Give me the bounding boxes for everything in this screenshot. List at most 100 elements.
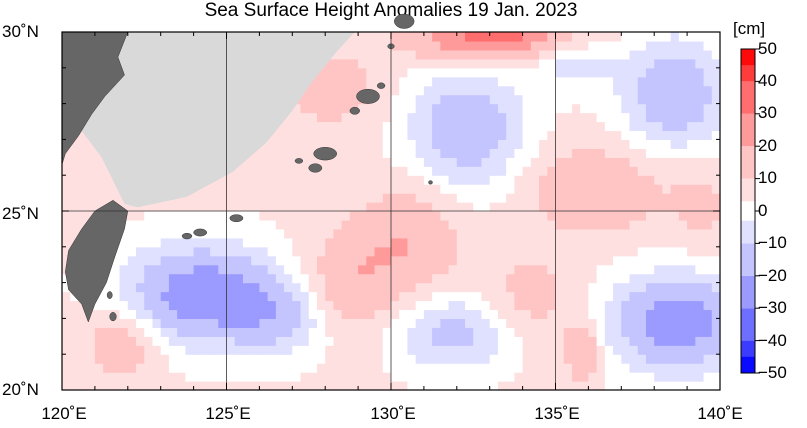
anomaly-cell <box>555 264 565 275</box>
anomaly-cell <box>621 157 631 167</box>
anomaly-cell <box>448 264 458 275</box>
anomaly-cell <box>366 273 376 284</box>
anomaly-cell <box>78 318 88 328</box>
lat-label-25: 25˚N <box>2 204 39 223</box>
anomaly-cell <box>711 32 721 42</box>
anomaly-cell <box>580 76 589 87</box>
anomaly-cell <box>358 336 367 346</box>
anomaly-cell <box>284 166 293 176</box>
anomaly-cell <box>456 184 466 194</box>
anomaly-cell <box>284 309 293 319</box>
anomaly-cell <box>325 166 335 176</box>
anomaly-cell <box>571 32 581 42</box>
anomaly-cell <box>399 76 409 87</box>
anomaly-cell <box>160 219 170 230</box>
anomaly-cell <box>489 166 499 176</box>
anomaly-cell <box>300 363 310 373</box>
anomaly-cell <box>374 202 384 212</box>
anomaly-cell <box>654 58 664 69</box>
anomaly-cell <box>711 193 721 203</box>
anomaly-cell <box>539 273 548 284</box>
anomaly-cell <box>144 228 154 239</box>
anomaly-cell <box>193 219 203 230</box>
anomaly-cell <box>407 58 417 69</box>
anomaly-cell <box>259 336 269 346</box>
anomaly-cell <box>432 336 441 346</box>
anomaly-cell <box>284 237 293 248</box>
anomaly-cell <box>325 327 335 337</box>
anomaly-cell <box>391 336 400 346</box>
anomaly-cell <box>358 193 367 203</box>
anomaly-cell <box>374 175 384 185</box>
anomaly-cell <box>366 372 376 382</box>
anomaly-cell <box>259 219 269 230</box>
anomaly-cell <box>481 32 491 42</box>
anomaly-cell <box>621 58 631 69</box>
anomaly-cell <box>522 363 532 373</box>
anomaly-cell <box>563 112 573 123</box>
anomaly-cell <box>629 184 639 194</box>
anomaly-cell <box>596 32 606 42</box>
anomaly-cell <box>456 372 466 382</box>
anomaly-cell <box>497 67 507 78</box>
anomaly-cell <box>555 211 565 221</box>
anomaly-cell <box>530 85 540 96</box>
anomaly-cell <box>621 255 631 266</box>
anomaly-cell <box>604 175 614 185</box>
anomaly-cell <box>629 327 639 337</box>
anomaly-cell <box>514 264 524 275</box>
anomaly-cell <box>489 139 499 149</box>
anomaly-cell <box>555 219 565 230</box>
anomaly-cell <box>654 103 664 114</box>
anomaly-cell <box>571 121 581 132</box>
anomaly-cell <box>678 184 688 194</box>
anomaly-cell <box>349 327 359 337</box>
anomaly-cell <box>119 255 129 266</box>
anomaly-cell <box>160 300 170 311</box>
anomaly-cell <box>423 354 433 364</box>
anomaly-cell <box>177 363 186 373</box>
anomaly-cell <box>662 345 672 355</box>
anomaly-cell <box>670 49 680 60</box>
anomaly-cell <box>300 148 310 158</box>
anomaly-cell <box>275 381 285 391</box>
anomaly-cell <box>481 103 491 114</box>
anomaly-cell <box>374 246 384 257</box>
anomaly-cell <box>621 193 631 203</box>
anomaly-cell <box>399 175 409 185</box>
anomaly-cell <box>604 327 614 337</box>
anomaly-cell <box>489 318 499 328</box>
anomaly-cell <box>670 273 680 284</box>
anomaly-cell <box>423 139 433 149</box>
anomaly-cell <box>662 121 672 132</box>
anomaly-cell <box>382 273 392 284</box>
anomaly-cell <box>152 363 162 373</box>
anomaly-cell <box>654 255 664 266</box>
anomaly-cell <box>547 336 557 346</box>
anomaly-cell <box>695 273 705 284</box>
anomaly-cell <box>588 327 598 337</box>
anomaly-cell <box>580 246 589 257</box>
anomaly-cell <box>514 40 524 51</box>
anomaly-cell <box>382 85 392 96</box>
anomaly-cell <box>497 139 507 149</box>
anomaly-cell <box>70 219 80 230</box>
anomaly-cell <box>489 273 499 284</box>
anomaly-cell <box>341 40 351 51</box>
anomaly-cell <box>637 184 647 194</box>
anomaly-cell <box>629 300 639 311</box>
anomaly-cell <box>522 345 532 355</box>
anomaly-cell <box>415 103 425 114</box>
anomaly-cell <box>275 309 285 319</box>
anomaly-cell <box>415 175 425 185</box>
anomaly-cell <box>391 76 400 87</box>
anomaly-cell <box>119 202 129 212</box>
anomaly-cell <box>284 255 293 266</box>
anomaly-cell <box>473 139 483 149</box>
anomaly-cell <box>489 76 499 87</box>
anomaly-cell <box>695 85 705 96</box>
anomaly-cell <box>432 130 441 140</box>
anomaly-cell <box>316 381 326 391</box>
anomaly-cell <box>555 166 565 176</box>
anomaly-cell <box>613 121 622 132</box>
